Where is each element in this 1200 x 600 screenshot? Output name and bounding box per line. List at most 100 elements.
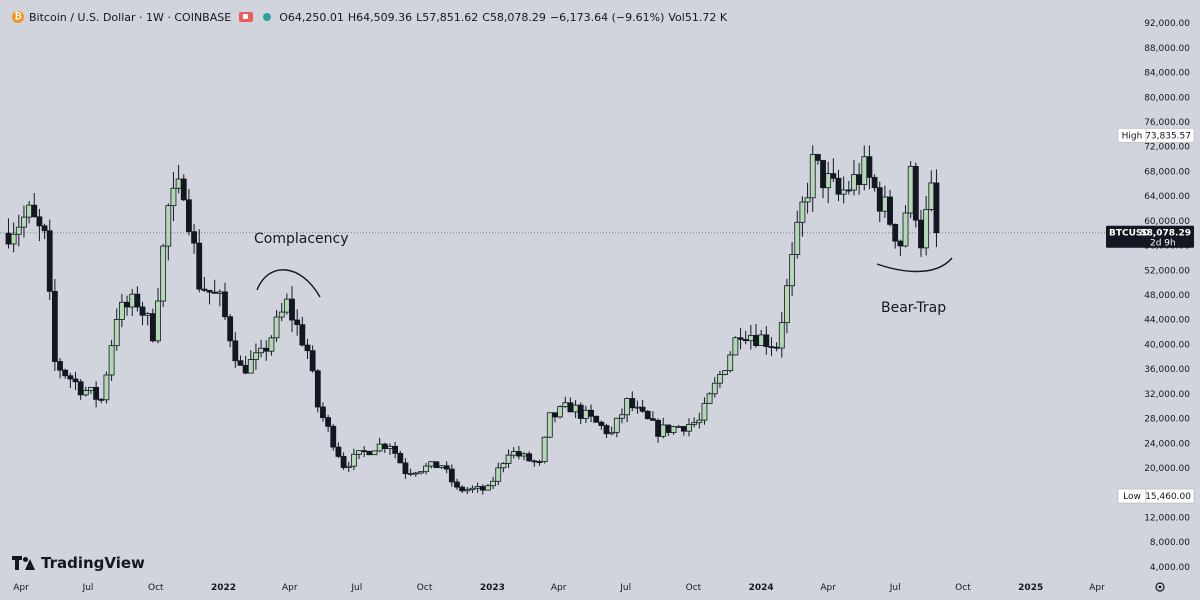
candle-body bbox=[918, 219, 924, 249]
candle bbox=[15, 214, 22, 247]
candle bbox=[562, 396, 569, 409]
y-tick-label: 24,000.00 bbox=[1144, 439, 1190, 449]
candle-body bbox=[227, 316, 234, 342]
candle bbox=[423, 462, 429, 475]
candle-body bbox=[701, 402, 708, 421]
candle bbox=[5, 218, 12, 249]
candle-body bbox=[402, 462, 409, 475]
candle-body bbox=[160, 245, 167, 302]
candle bbox=[624, 397, 631, 423]
candle-body bbox=[928, 182, 935, 210]
current-price-tag-label: BTCUSD bbox=[1109, 229, 1150, 239]
candle-body bbox=[428, 461, 435, 467]
candle bbox=[490, 476, 496, 490]
candle-body bbox=[469, 487, 476, 491]
candle bbox=[650, 411, 656, 421]
candle-body bbox=[598, 421, 605, 426]
candle bbox=[861, 145, 868, 191]
candle bbox=[469, 485, 476, 493]
candle-body bbox=[624, 398, 631, 416]
candle-body bbox=[515, 451, 522, 457]
candle bbox=[180, 174, 187, 202]
annotation-complacency[interactable]: Complacency bbox=[254, 231, 349, 247]
candle-body bbox=[423, 465, 429, 473]
candle-body bbox=[237, 360, 244, 366]
candle-body bbox=[371, 450, 378, 456]
high-price-tag-value: 73,835.57 bbox=[1145, 131, 1191, 141]
candle-body bbox=[923, 208, 930, 249]
candle-body bbox=[871, 177, 878, 189]
candle-body bbox=[680, 426, 687, 432]
tradingview-logo[interactable]: TradingView bbox=[12, 554, 145, 572]
candle bbox=[206, 289, 213, 305]
x-tick-label: 2023 bbox=[480, 583, 505, 593]
candle bbox=[57, 358, 63, 379]
y-tick-label: 80,000.00 bbox=[1144, 93, 1190, 103]
tradingview-logo-text: TradingView bbox=[41, 554, 145, 572]
y-tick-label: 44,000.00 bbox=[1144, 316, 1190, 326]
x-tick-label: 2022 bbox=[211, 583, 236, 593]
candle bbox=[753, 323, 759, 348]
candle bbox=[588, 404, 594, 423]
candle bbox=[361, 446, 368, 458]
y-tick-label: 92,000.00 bbox=[1144, 19, 1190, 29]
candle-body bbox=[603, 425, 610, 435]
candle-body bbox=[206, 289, 213, 293]
y-tick-label: 84,000.00 bbox=[1144, 69, 1190, 79]
flag-icon[interactable] bbox=[239, 12, 254, 22]
candle-body bbox=[459, 486, 466, 492]
open-value: O64,250.01 bbox=[279, 10, 344, 24]
candle-body bbox=[907, 165, 914, 214]
candle bbox=[72, 372, 79, 391]
candle-body bbox=[407, 473, 414, 475]
symbol-title[interactable]: Bitcoin / U.S. Dollar · 1W · COINBASE bbox=[29, 10, 232, 24]
candle bbox=[582, 405, 589, 424]
x-tick-label: Jul bbox=[889, 583, 901, 593]
candle-body bbox=[438, 465, 445, 469]
candle bbox=[670, 425, 677, 435]
candle bbox=[660, 417, 667, 439]
candle-body bbox=[500, 463, 507, 469]
candle bbox=[381, 442, 388, 453]
candle-body bbox=[887, 196, 893, 225]
x-tick-label: Oct bbox=[417, 583, 433, 593]
low-price-tag: Low 15,460.00 bbox=[1117, 488, 1195, 504]
y-tick-label: 12,000.00 bbox=[1144, 513, 1190, 523]
candle-body bbox=[717, 374, 723, 384]
candle bbox=[216, 289, 223, 307]
bear-trap-arc[interactable] bbox=[876, 257, 953, 273]
candle bbox=[26, 200, 33, 224]
candle bbox=[675, 424, 682, 428]
candle-body bbox=[722, 370, 728, 375]
candle-body bbox=[314, 370, 321, 408]
candle bbox=[98, 397, 105, 404]
candle-body bbox=[118, 301, 125, 320]
candle bbox=[196, 229, 203, 293]
candle bbox=[191, 223, 197, 254]
candle-body bbox=[320, 406, 326, 419]
candle-body bbox=[552, 412, 558, 418]
candle bbox=[268, 335, 275, 356]
candle bbox=[727, 351, 734, 373]
candle-body bbox=[283, 298, 290, 313]
candle-body bbox=[536, 461, 543, 464]
candle-body bbox=[412, 472, 419, 475]
axis-settings-gear-icon[interactable] bbox=[1155, 582, 1165, 592]
candle-body bbox=[546, 412, 553, 438]
candle-body bbox=[861, 156, 868, 185]
candle-body bbox=[933, 182, 940, 234]
candle-body bbox=[201, 288, 208, 291]
candle-body bbox=[665, 424, 672, 433]
candle-body bbox=[345, 465, 352, 468]
candle-body bbox=[93, 386, 100, 400]
candle bbox=[928, 170, 935, 212]
candle-body bbox=[222, 291, 228, 318]
candle bbox=[129, 288, 136, 317]
candle-body bbox=[531, 460, 538, 463]
candle-body bbox=[186, 199, 192, 233]
candle-body bbox=[433, 461, 440, 469]
complacency-arc[interactable] bbox=[256, 269, 321, 298]
annotation-bear-trap[interactable]: Bear-Trap bbox=[881, 300, 946, 316]
candle bbox=[67, 372, 74, 388]
